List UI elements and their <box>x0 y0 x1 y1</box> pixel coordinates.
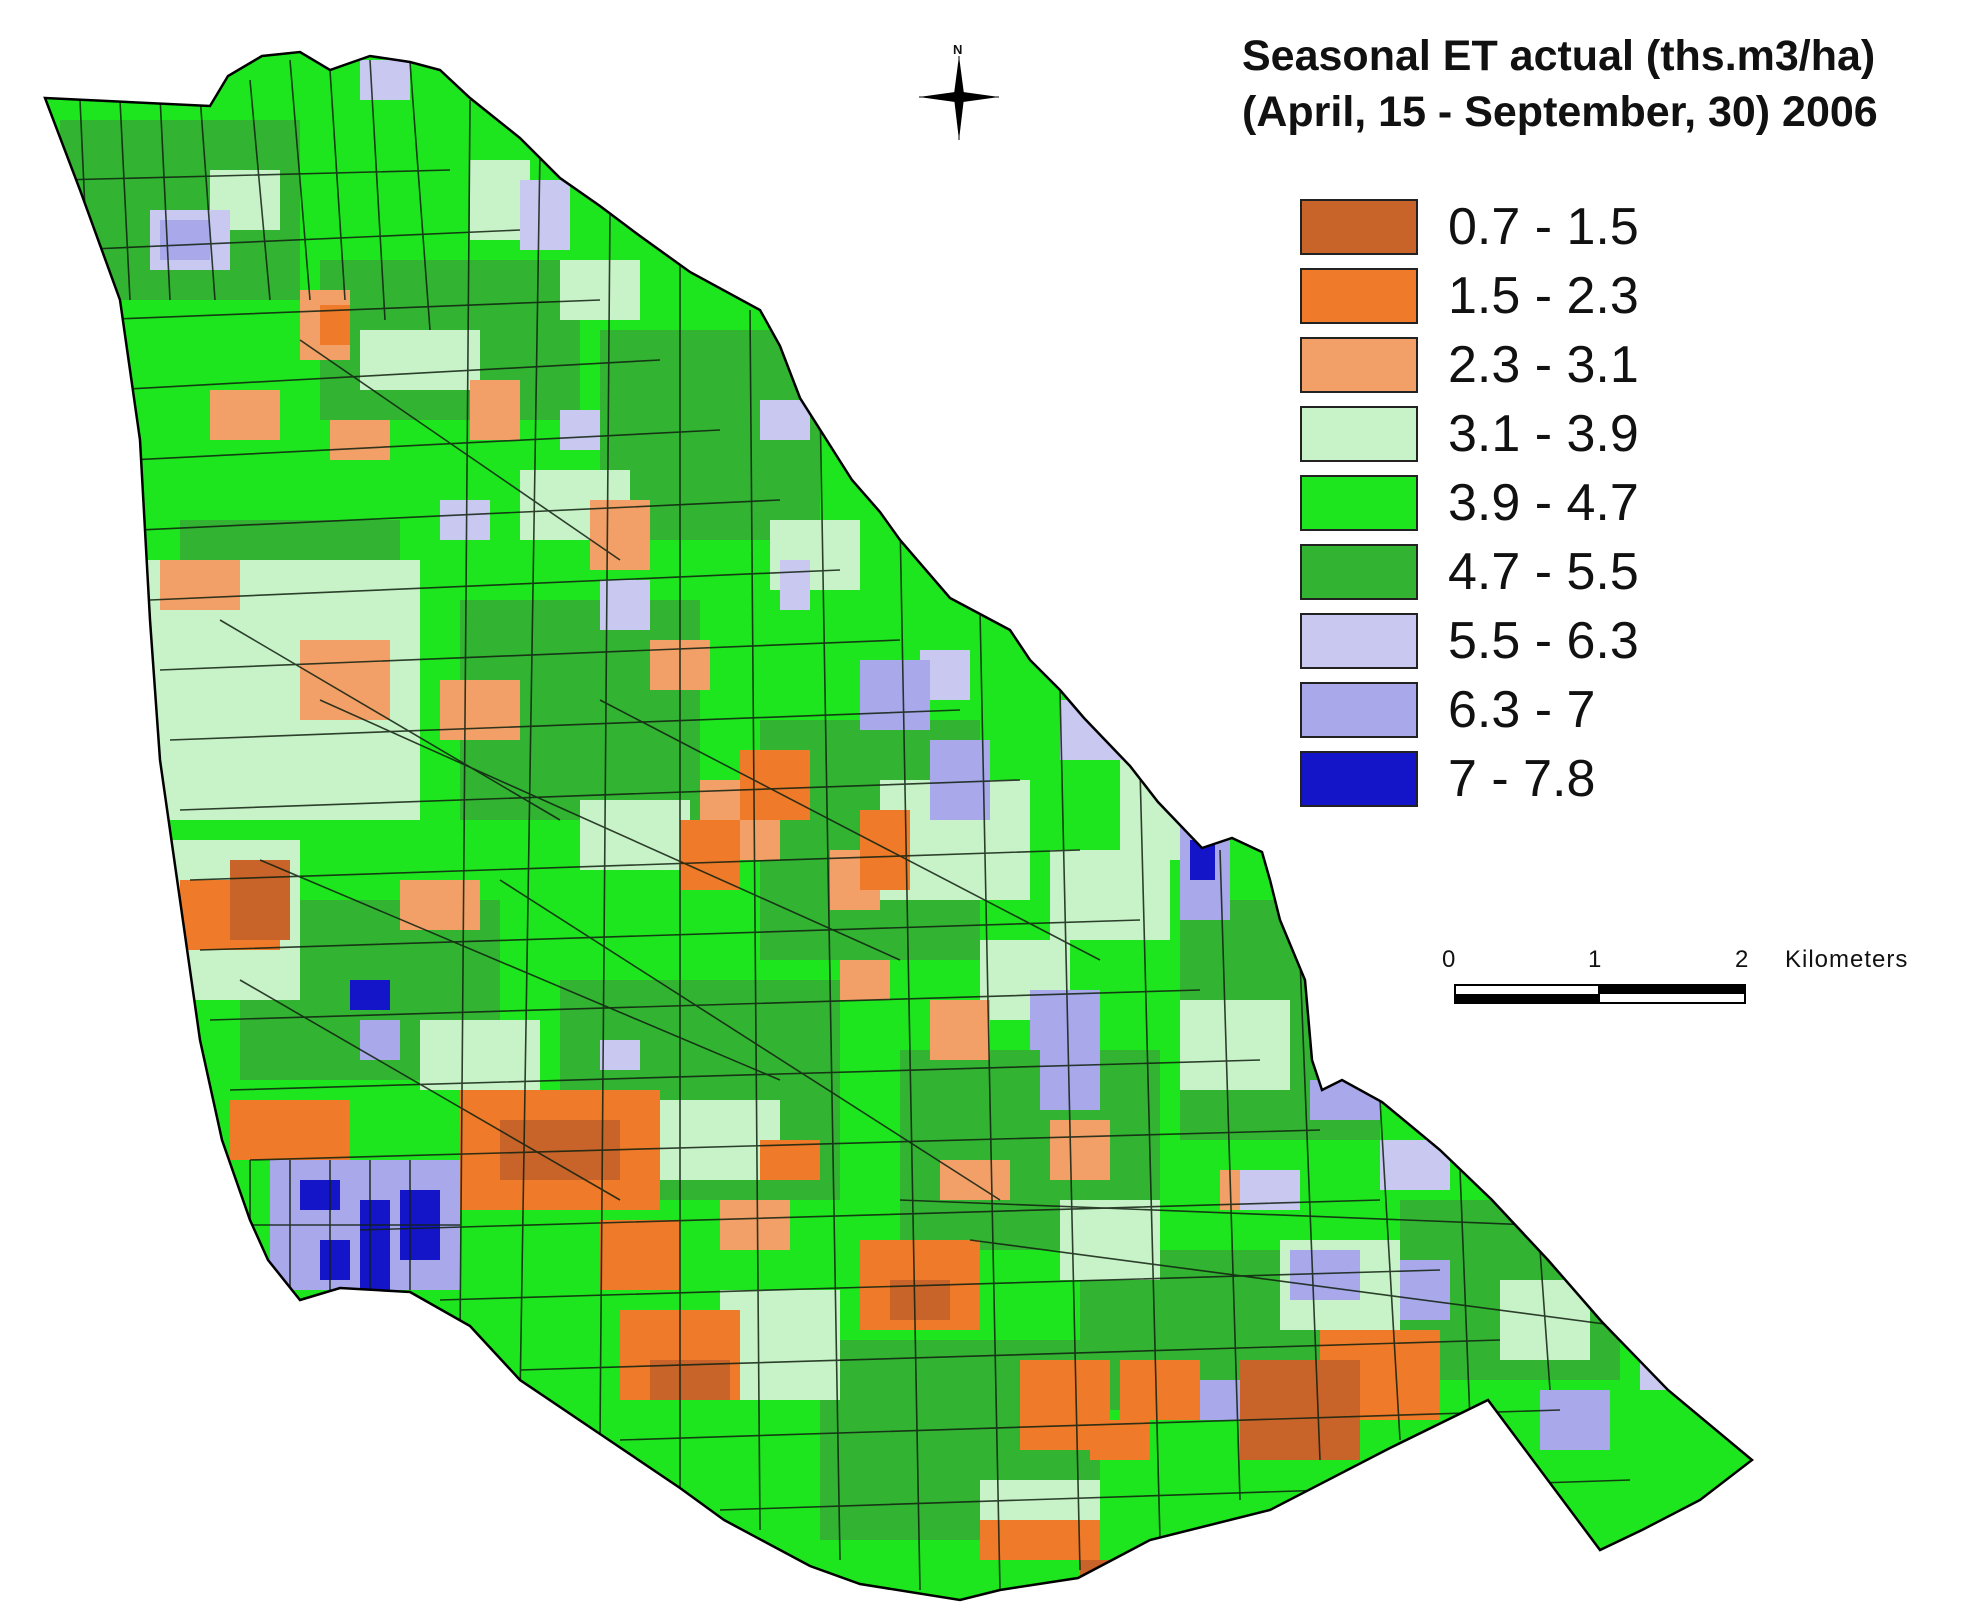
legend-item: 4.7 - 5.5 <box>1300 537 1639 606</box>
scale-tick-1: 1 <box>1588 946 1602 973</box>
legend-label: 3.1 - 3.9 <box>1448 404 1639 463</box>
scale-tick-0: 0 <box>1442 946 1456 973</box>
map-legend: 0.7 - 1.5 1.5 - 2.3 2.3 - 3.1 3.1 - 3.9 3.9 … <box>1300 192 1639 813</box>
compass-rose-icon <box>919 56 999 140</box>
legend-label: 4.7 - 5.5 <box>1448 542 1639 601</box>
legend-label: 0.7 - 1.5 <box>1448 197 1639 256</box>
legend-swatch <box>1300 336 1418 393</box>
legend-item: 2.3 - 3.1 <box>1300 330 1639 399</box>
legend-item: 3.9 - 4.7 <box>1300 468 1639 537</box>
legend-label: 1.5 - 2.3 <box>1448 266 1639 325</box>
legend-item: 3.1 - 3.9 <box>1300 399 1639 468</box>
north-label: N <box>953 42 963 57</box>
map-title: Seasonal ET actual (ths.m3/ha) (April, 1… <box>1242 28 1878 140</box>
scale-units: Kilometers <box>1785 946 1909 973</box>
legend-swatch <box>1300 405 1418 462</box>
north-arrow-icon: N <box>915 42 1003 146</box>
legend-swatch <box>1300 267 1418 324</box>
legend-item: 0.7 - 1.5 <box>1300 192 1639 261</box>
map-title-line2: (April, 15 - September, 30) 2006 <box>1242 88 1878 136</box>
legend-label: 3.9 - 4.7 <box>1448 473 1639 532</box>
legend-item: 7 - 7.8 <box>1300 744 1639 813</box>
legend-swatch <box>1300 681 1418 738</box>
scale-tick-2: 2 <box>1735 946 1749 973</box>
legend-swatch <box>1300 198 1418 255</box>
legend-label: 5.5 - 6.3 <box>1448 611 1639 670</box>
legend-item: 5.5 - 6.3 <box>1300 606 1639 675</box>
legend-label: 7 - 7.8 <box>1448 749 1596 808</box>
legend-swatch <box>1300 474 1418 531</box>
legend-item: 1.5 - 2.3 <box>1300 261 1639 330</box>
legend-swatch <box>1300 543 1418 600</box>
legend-swatch <box>1300 612 1418 669</box>
legend-label: 2.3 - 3.1 <box>1448 335 1639 394</box>
scale-bar: 0 1 2 Kilometers <box>1430 946 1982 1016</box>
legend-label: 6.3 - 7 <box>1448 680 1596 739</box>
scale-segment-2 <box>1598 984 1746 1004</box>
scale-segment-1 <box>1454 984 1600 1004</box>
map-title-line1: Seasonal ET actual (ths.m3/ha) <box>1242 32 1876 80</box>
legend-swatch <box>1300 750 1418 807</box>
legend-item: 6.3 - 7 <box>1300 675 1639 744</box>
